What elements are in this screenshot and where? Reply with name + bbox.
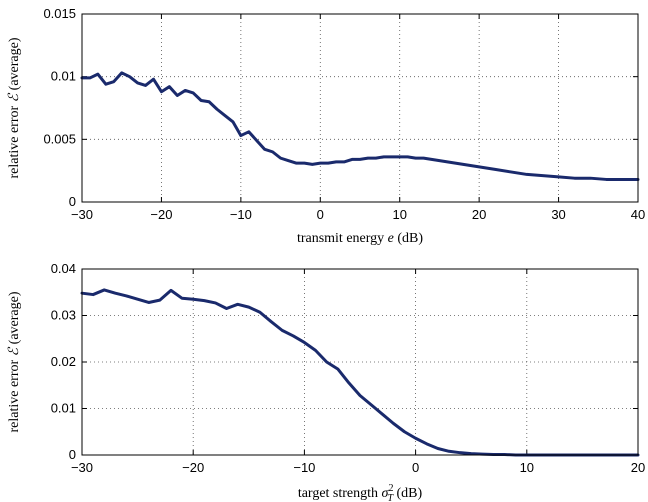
y-tick-label: 0.01: [51, 69, 76, 84]
x-axis-label: target strength σ2 T (dB): [298, 483, 423, 502]
x-tick-label: 10: [392, 207, 406, 222]
x-tick-label: −20: [150, 207, 172, 222]
y-tick-label: 0: [69, 194, 76, 209]
ticks: −30 −20 −10 0 10 20 0 0.01 0.02 0.03 0.04: [51, 261, 646, 475]
chart-target-strength: −30 −20 −10 0 10 20 0 0.01 0.02 0.03 0.04 target s…: [7, 261, 645, 502]
ticks: −30 −20 −10 0 10 20 30 40 0 0.005 0.01 0.015: [43, 6, 645, 222]
x-tick-label: 40: [631, 207, 645, 222]
x-tick-label: −20: [182, 460, 204, 475]
y-tick-label: 0.04: [51, 261, 76, 276]
chart-transmit-energy: −30 −20 −10 0 10 20 30 40 0 0.005 0.01 0.015 transm…: [7, 6, 645, 246]
grid: [82, 14, 638, 202]
y-axis-label: relative error ℰ (average): [7, 37, 22, 178]
x-tick-label: −30: [71, 207, 93, 222]
x-tick-label: 30: [551, 207, 565, 222]
y-tick-label: 0.03: [51, 308, 76, 323]
y-tick-label: 0.015: [43, 6, 76, 21]
plot-frame: [81, 268, 639, 456]
x-axis-label: transmit energy e (dB): [297, 231, 423, 246]
y-tick-label: 0.005: [43, 131, 76, 146]
grid: [82, 269, 638, 455]
series-line: [80, 71, 640, 181]
x-tick-label: 0: [317, 207, 324, 222]
x-tick-label: −10: [230, 207, 252, 222]
y-tick-label: 0.02: [51, 354, 76, 369]
y-axis-label: relative error ℰ (average): [7, 291, 22, 432]
x-tick-label: 0: [412, 460, 419, 475]
plot-frame: [81, 13, 639, 203]
x-tick-label: −30: [71, 460, 93, 475]
y-tick-label: 0.01: [51, 401, 76, 416]
x-tick-label: −10: [293, 460, 315, 475]
y-tick-label: 0: [69, 447, 76, 462]
x-tick-label: 20: [631, 460, 645, 475]
x-tick-label: 20: [472, 207, 486, 222]
series-line: [80, 288, 640, 457]
x-tick-label: 10: [520, 460, 534, 475]
